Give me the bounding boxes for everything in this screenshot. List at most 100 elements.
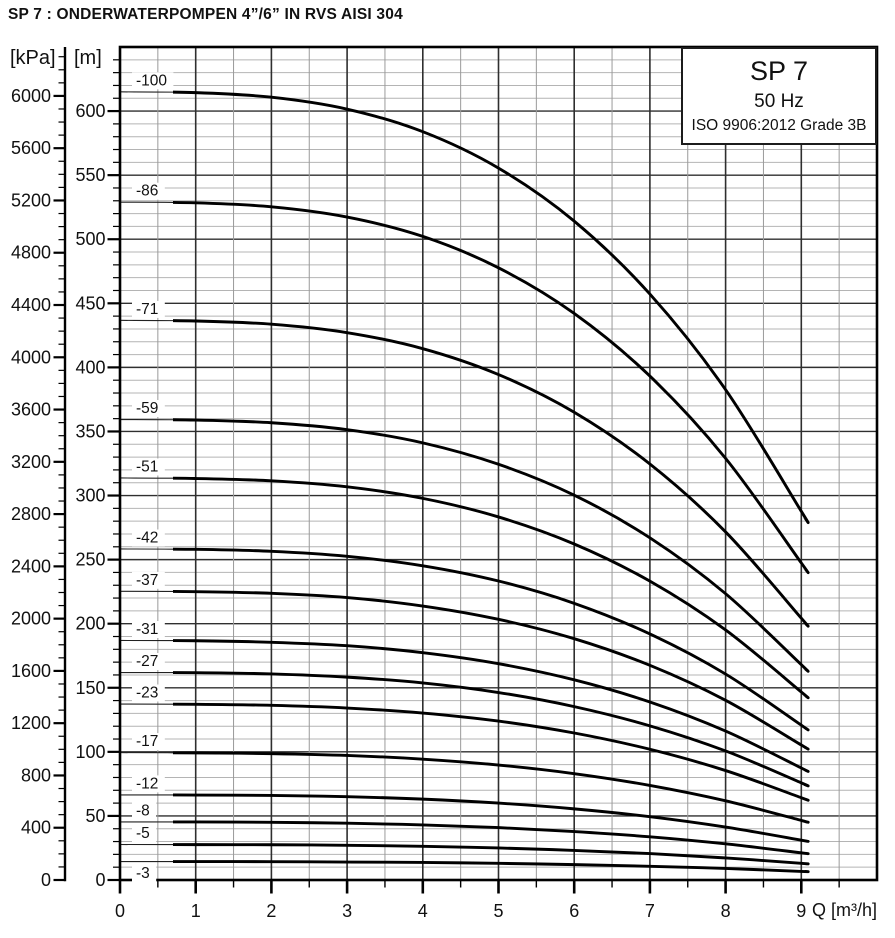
pump-curve-31 [172, 639, 810, 773]
m-axis: 0 50 100 150 200 250 300 350 400 450 500 550 600 [75, 59, 120, 890]
x-tick-label-6: 6 [569, 901, 579, 921]
page-title: SP 7 : ONDERWATERPOMPEN 4”/6” IN RVS AIS… [8, 6, 403, 23]
m-tick-label-150: 150 [75, 678, 105, 698]
pump-curve-51 [172, 476, 810, 700]
curve-label-bg [132, 775, 165, 793]
curve-label-17: -17 [136, 733, 158, 750]
m-tick-label-450: 450 [75, 293, 105, 313]
legend-standard: ISO 9906:2012 Grade 3B [691, 117, 867, 135]
kpa-tick-label-3600: 3600 [11, 400, 51, 420]
curve-label-bg [132, 529, 165, 547]
curve-label-12: -12 [136, 775, 158, 792]
pump-curve-71 [172, 319, 810, 628]
pump-curve-37 [172, 589, 810, 751]
m-tick-label-200: 200 [75, 614, 105, 634]
legend-box: SP 7 50 Hz ISO 9906:2012 Grade 3B [681, 47, 877, 145]
pump-curve-86-lowflow [119, 201, 173, 203]
x-tick-label-9: 9 [796, 901, 806, 921]
m-tick-label-50: 50 [85, 806, 105, 826]
curve-label-bg [132, 825, 157, 842]
x-tick-label-1: 1 [191, 901, 201, 921]
kpa-tick-label-5200: 5200 [11, 190, 51, 210]
curve-label-5: -5 [136, 825, 150, 842]
kpa-tick-label-5600: 5600 [11, 138, 51, 158]
curve-label-bg [132, 733, 165, 751]
kpa-tick-label-4800: 4800 [11, 243, 51, 263]
curve-labels: -100 -86 -71 -59 -51 -42 -37 -31 -27 -23 -17 -12 -8 -… [132, 72, 174, 882]
pump-curve-23 [172, 702, 810, 802]
curve-label-23: -23 [136, 685, 158, 702]
curve-label-bg [132, 400, 165, 417]
pump-curve-42 [172, 547, 810, 732]
legend-frequency: 50 Hz [754, 91, 804, 113]
curve-label-bg [132, 72, 174, 90]
m-tick-label-300: 300 [75, 486, 105, 506]
m-tick-label-100: 100 [75, 742, 105, 762]
pump-curve-12 [172, 793, 810, 843]
kpa-tick-label-1200: 1200 [11, 713, 51, 733]
curve-label-bg [132, 865, 157, 882]
x-tick-label-3: 3 [342, 901, 352, 921]
kpa-tick-label-4000: 4000 [11, 347, 51, 367]
curve-label-bg [132, 182, 165, 200]
m-tick-label-400: 400 [75, 357, 105, 377]
x-tick-label-7: 7 [645, 901, 655, 921]
kpa-tick-label-6000: 6000 [11, 86, 51, 106]
curve-label-bg [132, 802, 157, 820]
pump-curve-8 [172, 820, 810, 856]
curve-label-bg [132, 621, 165, 638]
kpa-tick-label-2000: 2000 [11, 609, 51, 629]
pump-curve-5 [172, 843, 810, 866]
legend-pump-model: SP 7 [749, 56, 809, 86]
m-axis-unit-label: [m] [74, 47, 102, 69]
curve-label-42: -42 [136, 529, 158, 546]
kpa-tick-label-800: 800 [21, 765, 51, 785]
x-axis-unit-label: Q [m³/h] [812, 900, 878, 920]
curve-label-3: -3 [136, 865, 150, 882]
m-tick-label-500: 500 [75, 229, 105, 249]
pump-curve-100 [172, 90, 810, 525]
m-tick-label-0: 0 [95, 870, 105, 890]
curve-label-bg [132, 300, 165, 318]
curve-label-37: -37 [136, 572, 158, 589]
curve-label-100: -100 [136, 72, 167, 89]
kpa-tick-label-4400: 4400 [11, 295, 51, 315]
x-axis: 0 1 2 3 4 5 6 7 8 9 [115, 880, 840, 921]
kpa-axis-unit-label: [kPa] [10, 47, 56, 69]
x-tick-label-2: 2 [266, 901, 276, 921]
pump-curve-27 [172, 671, 810, 788]
pump-curve-71-lowflow [119, 319, 173, 322]
pump-curve-3 [172, 860, 810, 874]
x-tick-label-8: 8 [721, 901, 731, 921]
x-tick-label-0: 0 [115, 901, 125, 921]
curve-label-bg [132, 653, 165, 670]
kpa-tick-label-2800: 2800 [11, 504, 51, 524]
x-tick-label-5: 5 [493, 901, 503, 921]
kpa-tick-label-0: 0 [41, 870, 51, 890]
pump-curve-17 [172, 751, 810, 824]
m-tick-label-600: 600 [75, 101, 105, 121]
curve-label-31: -31 [136, 621, 158, 638]
curve-label-51: -51 [136, 458, 158, 475]
curve-label-59: -59 [136, 400, 158, 417]
kpa-axis: 0 400 800 1200 1600 2000 2400 2800 3200 3600 4000 4… [11, 47, 67, 890]
pump-curves [119, 90, 810, 874]
pump-curve-86 [172, 200, 810, 575]
m-tick-label-250: 250 [75, 550, 105, 570]
curve-label-8: -8 [136, 802, 150, 819]
kpa-tick-label-1600: 1600 [11, 661, 51, 681]
kpa-tick-label-2400: 2400 [11, 556, 51, 576]
curve-label-bg [132, 684, 165, 702]
kpa-tick-label-400: 400 [21, 818, 51, 838]
curve-label-71: -71 [136, 301, 158, 318]
curve-label-bg [132, 571, 165, 589]
pump-curve-59 [172, 418, 810, 673]
pump-curve-100-lowflow [119, 91, 173, 93]
curve-label-86: -86 [136, 183, 158, 200]
m-tick-label-550: 550 [75, 165, 105, 185]
kpa-tick-label-3200: 3200 [11, 452, 51, 472]
curve-label-bg [132, 458, 165, 476]
curve-label-27: -27 [136, 653, 158, 670]
